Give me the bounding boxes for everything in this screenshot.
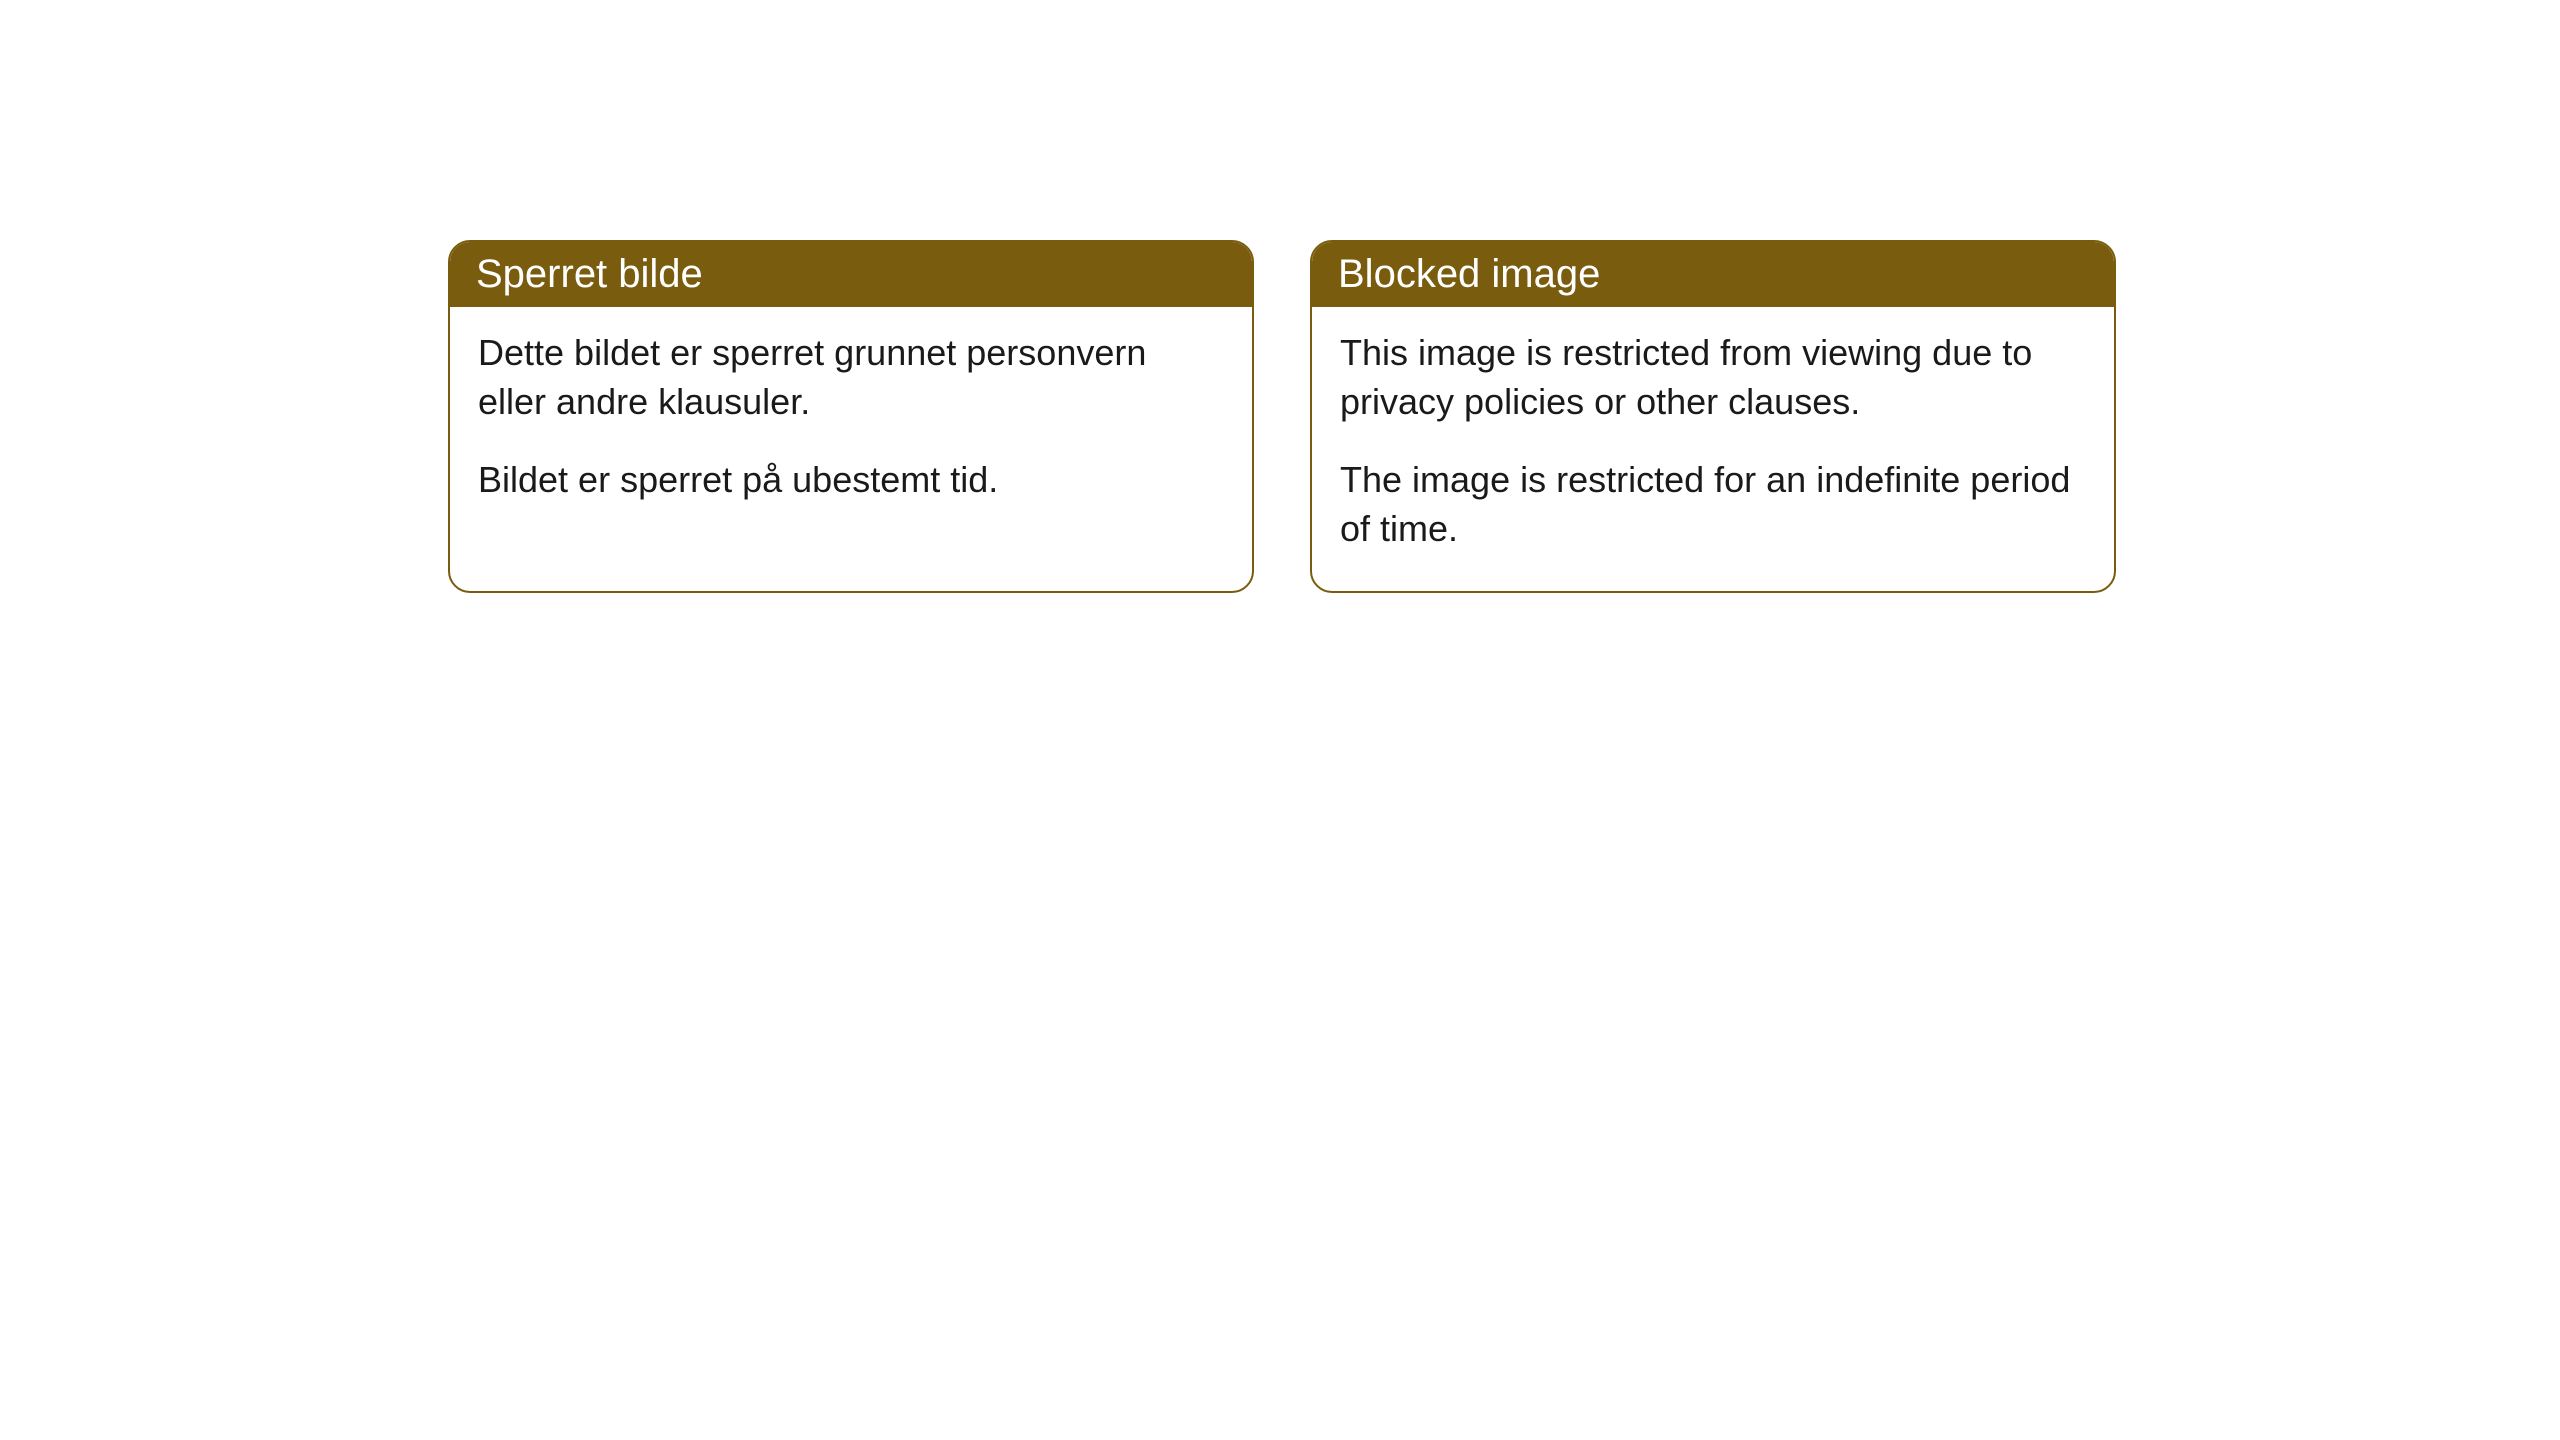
card-paragraph-en-1: This image is restricted from viewing du… <box>1340 329 2086 426</box>
notice-container: Sperret bilde Dette bildet er sperret gr… <box>448 240 2116 593</box>
card-body-no: Dette bildet er sperret grunnet personve… <box>450 307 1252 543</box>
card-title-en: Blocked image <box>1338 252 1600 296</box>
card-title-no: Sperret bilde <box>476 252 703 296</box>
card-header-no: Sperret bilde <box>450 242 1252 307</box>
card-paragraph-en-2: The image is restricted for an indefinit… <box>1340 456 2086 553</box>
card-header-en: Blocked image <box>1312 242 2114 307</box>
card-body-en: This image is restricted from viewing du… <box>1312 307 2114 591</box>
card-paragraph-no-2: Bildet er sperret på ubestemt tid. <box>478 456 1224 505</box>
card-paragraph-no-1: Dette bildet er sperret grunnet personve… <box>478 329 1224 426</box>
blocked-image-notice-en: Blocked image This image is restricted f… <box>1310 240 2116 593</box>
blocked-image-notice-no: Sperret bilde Dette bildet er sperret gr… <box>448 240 1254 593</box>
